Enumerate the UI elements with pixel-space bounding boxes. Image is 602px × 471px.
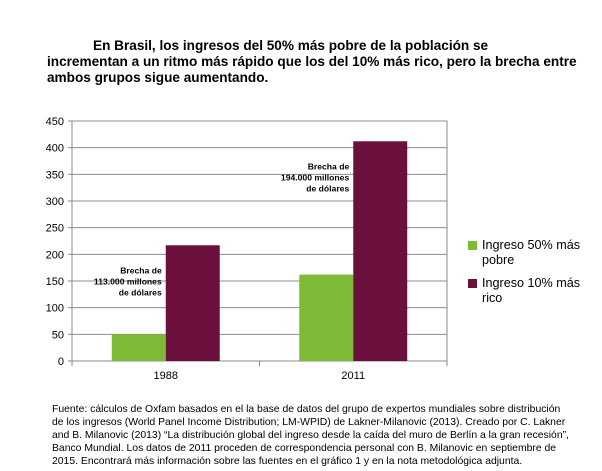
title-line-3: ambos grupos sigue aumentando. (47, 70, 269, 85)
y-tick-label: 150 (46, 276, 64, 288)
legend-swatch-richest (468, 279, 477, 288)
y-tick-label: 250 (46, 223, 64, 235)
legend-item-poorest: Ingreso 50% más pobre (468, 238, 588, 268)
y-tick-label: 100 (46, 303, 64, 315)
y-tick-label: 300 (46, 196, 64, 208)
x-tick-label: 1988 (154, 370, 178, 382)
y-tick-label: 200 (46, 249, 64, 261)
bar-1988-series-2 (165, 245, 220, 361)
source-note: Fuente: cálculos de Oxfam basados en el … (52, 404, 569, 468)
y-tick-label: 0 (58, 356, 64, 368)
gap-annotation-1988-line-3: de dólares (119, 287, 162, 297)
gap-annotation-2011-line-1: Brecha de (308, 161, 350, 171)
bar-2011-series-2 (353, 141, 408, 361)
legend-swatch-poorest (468, 241, 477, 250)
chart-title: En Brasil, los ingresos del 50% más pobr… (47, 38, 577, 86)
legend-label-richest-2: rico (482, 291, 503, 305)
legend-item-richest: Ingreso 10% más rico (468, 276, 588, 306)
gap-annotation-1988-line-1: Brecha de (120, 265, 162, 275)
y-tick-label: 450 (46, 116, 64, 128)
bar-2011-series-1 (299, 274, 354, 361)
y-tick-label: 350 (46, 169, 64, 181)
bar-1988-series-1 (111, 334, 166, 361)
y-tick-label: 50 (52, 329, 64, 341)
legend-label-poorest-1: Ingreso 50% más (482, 238, 581, 252)
gap-annotation-2011-line-2: 194.000 millones (281, 172, 350, 182)
title-line-1: En Brasil, los ingresos del 50% más pobr… (93, 38, 489, 53)
gap-annotation-2011-line-3: de dólares (306, 183, 349, 193)
gap-annotation-1988-line-2: 113.000 millones (94, 276, 162, 286)
legend-label-richest-1: Ingreso 10% más (482, 276, 581, 290)
x-tick-label: 2011 (341, 370, 365, 382)
legend-label-poorest-2: pobre (482, 253, 515, 267)
y-tick-label: 400 (46, 143, 64, 155)
bar-chart: 0 50 100 150 200 250 300 350 400 450 1988 2011 Brech… (46, 116, 448, 382)
title-line-2: incrementan a un ritmo más rápido que lo… (47, 54, 577, 69)
